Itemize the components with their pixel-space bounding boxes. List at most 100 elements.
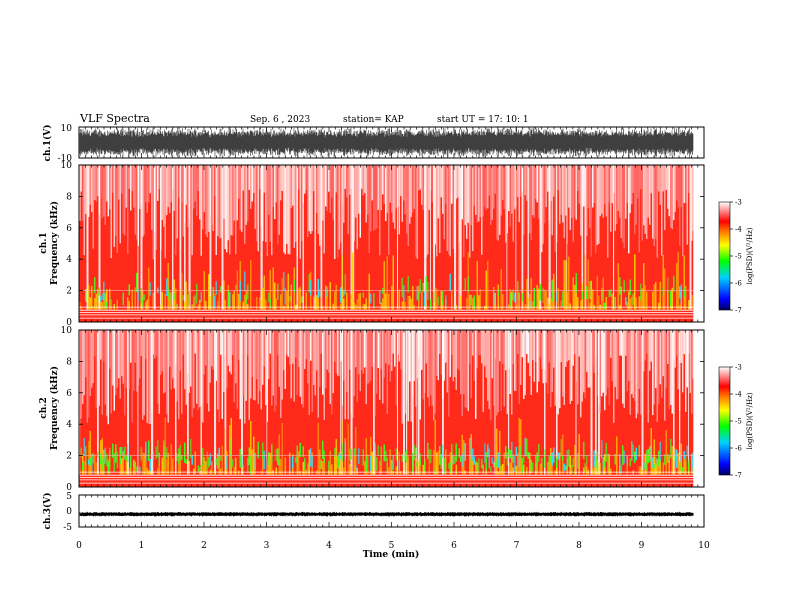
- ch2-spec-column-green: [434, 468, 436, 474]
- ch1-spec-column-yellow: [391, 285, 393, 310]
- ch1-spec-column-upper: [274, 165, 276, 219]
- ch2-spec-column-green: [262, 442, 264, 460]
- ch2-spec-column-upper: [221, 330, 223, 419]
- ch1-spec-column-yellow: [425, 300, 427, 310]
- ch1-spec-column-upper: [239, 165, 241, 230]
- ch1-spec-column-yellow: [316, 295, 318, 310]
- ch1-spec-column-yellow: [265, 299, 267, 310]
- ch2-spec-column-green: [488, 448, 490, 469]
- ch2-spec-column-green: [515, 446, 517, 457]
- ch1-spec-column-yellow: [203, 271, 205, 310]
- ch1-spec-column-upper: [632, 165, 634, 193]
- ch2-spec-column-upper: [256, 330, 258, 380]
- ch2-spec-column-green: [419, 453, 421, 466]
- ch2-spec-column-green: [328, 460, 330, 471]
- ch2-spec-column-upper: [271, 330, 273, 406]
- ch2-spec-column-upper: [505, 330, 507, 371]
- ch1-spec-column-upper: [404, 165, 406, 215]
- ch2-spec-column-green: [532, 462, 534, 472]
- ch1-spec-column-upper: [133, 165, 135, 208]
- ch1-spec-column-yellow: [290, 284, 292, 310]
- ch2-spec-column-upper: [449, 330, 451, 378]
- ch2-spec-column-green: [692, 452, 694, 467]
- ch2-spec-column-green: [340, 453, 342, 459]
- ch2-spec-column-upper: [487, 330, 489, 401]
- ch1-spec-column-yellow: [283, 305, 285, 310]
- ch1-spec-column-yellow: [352, 252, 354, 310]
- ch1-spec-column-yellow: [544, 289, 546, 310]
- ch2-spec-column-green: [304, 457, 306, 471]
- ch1-spec-column-upper: [91, 165, 93, 212]
- ch1-spec-column-green: [149, 282, 151, 296]
- ch1-spec-column-yellow: [365, 298, 367, 310]
- ch2-spec-column-yellow: [547, 462, 549, 475]
- ch2-spec-column-upper: [85, 330, 87, 378]
- ch2-spec-streak: [544, 330, 546, 475]
- ch1-spec-column-green: [670, 290, 672, 306]
- ch2-spec-column-upper: [91, 330, 93, 388]
- ch1-spec-column-upper: [256, 165, 258, 242]
- ch2-spec-column-upper: [476, 330, 478, 369]
- ch1-spec-column-yellow: [685, 285, 687, 310]
- ch2-spec-column-upper: [190, 330, 192, 387]
- ch1-spec-column-yellow: [611, 293, 613, 310]
- ch1-spec-streak: [515, 165, 517, 310]
- ch1-spec-column-yellow: [205, 300, 207, 310]
- ch2-spec-column-upper: [388, 330, 390, 365]
- ch1-spec-column-upper: [670, 165, 672, 228]
- ch2-spec-column-upper: [152, 330, 154, 355]
- ch1-spec-column-yellow: [479, 289, 481, 310]
- ch1-spec-column-yellow: [134, 287, 136, 310]
- ch2-spec-column-green: [685, 455, 687, 465]
- ch2-spec-column-upper: [634, 330, 636, 401]
- ch3-waveform-panel: 5 0 -5 ch.3(V): [42, 492, 705, 533]
- ch2-spec-column-green: [464, 443, 466, 461]
- start-time-label: start UT = 17: 10: 1: [437, 115, 529, 125]
- ch1-spec-column-upper: [229, 165, 231, 255]
- ch2-spec-column-upper: [353, 330, 355, 396]
- ch1-spec-column-upper: [142, 165, 144, 237]
- ch2-spec-column-yellow: [199, 466, 201, 475]
- ch1-spec-column-upper: [385, 165, 387, 221]
- ch1-spec-column-upper: [383, 165, 385, 204]
- ch1-spec-column-upper: [109, 165, 111, 210]
- ch1-spec-column-upper: [530, 165, 532, 241]
- ch2-spec-column-green: [544, 449, 546, 469]
- ch1-spec-column-yellow: [566, 292, 568, 310]
- ch2-spec-column-green: [349, 448, 351, 462]
- ch2-spec-column-upper: [454, 330, 456, 378]
- ch1-spec-column-yellow: [287, 273, 289, 310]
- ch2-spec-column-upper: [398, 330, 400, 362]
- ch2-spec-column-green: [230, 453, 232, 471]
- ch1-spec-column-yellow: [677, 252, 679, 310]
- ch1-spec-column-upper: [128, 165, 130, 189]
- ch2-spec-column-green: [376, 457, 378, 471]
- ch2-spec-column-upper: [542, 330, 544, 384]
- ch2-spec-column-upper: [157, 330, 159, 404]
- ch2-spec-column-yellow: [668, 455, 670, 475]
- ch2-spec-column-yellow: [671, 446, 673, 475]
- ch2-spec-column-green: [604, 460, 606, 468]
- ch2-spec-column-yellow: [502, 463, 504, 475]
- ch1-spec-column-yellow: [569, 303, 571, 310]
- ch2-spec-column-yellow: [349, 463, 351, 475]
- ch2-spec-column-upper: [215, 330, 217, 381]
- colorbar-ch2-ticks: -3-4-5-6-7: [730, 364, 742, 480]
- ch1-spec-column-upper: [649, 165, 651, 225]
- ch1-spec-ylabel-2: Frequency (kHz): [49, 201, 60, 285]
- colorbar-ch2-scale: [718, 366, 731, 476]
- ch1-spec-column-upper: [262, 165, 264, 241]
- ch1-spec-column-green: [629, 279, 631, 296]
- ch1-spec-column-yellow: [140, 300, 142, 310]
- ch1-spec-column-yellow: [238, 293, 240, 310]
- ch1-spec-column-yellow: [250, 260, 252, 310]
- ch2-spec-column-upper: [311, 330, 313, 412]
- ch2-spec-column-green: [593, 450, 595, 467]
- ch1-spec-column-yellow: [617, 263, 619, 310]
- ch2-spec-column-green: [584, 463, 586, 473]
- ch1-spec-column-yellow: [634, 254, 636, 310]
- ch1-spec-column-upper: [293, 165, 295, 248]
- ch1-spec-column-green: [227, 289, 229, 307]
- ch1-spec-column-upper: [601, 165, 603, 214]
- ch2-spec-column-upper: [322, 330, 324, 395]
